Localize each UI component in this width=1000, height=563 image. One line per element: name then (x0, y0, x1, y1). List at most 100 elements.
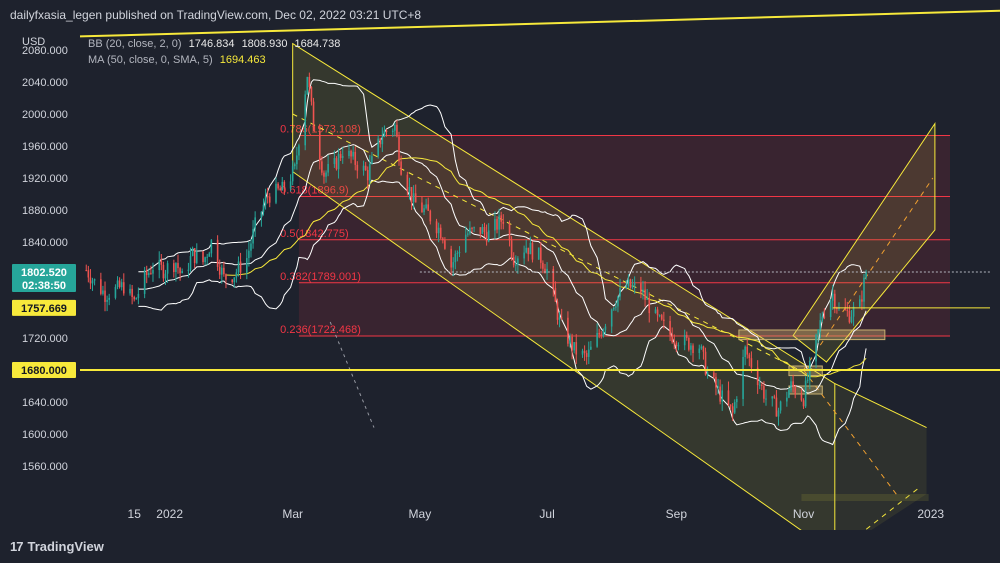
candle-body (573, 342, 575, 351)
candle-body (377, 138, 379, 157)
candle-body (341, 155, 344, 158)
candle-body (202, 251, 204, 263)
tradingview-brand: TradingView (27, 538, 104, 554)
candle-body (713, 372, 715, 377)
candle-body (777, 410, 780, 417)
candle-body (483, 227, 486, 233)
candle-body (150, 272, 152, 274)
candle-body (756, 367, 759, 386)
candle-body (715, 376, 717, 388)
candle-body (369, 163, 371, 181)
candle-body (352, 151, 354, 157)
channel-extension-top (834, 383, 927, 429)
candle-body (356, 164, 359, 171)
candle-body (406, 174, 409, 192)
candle-body (239, 261, 242, 273)
fib-label: 0.236(1722.468) (280, 324, 361, 336)
candle-body (177, 263, 179, 269)
candle-body (717, 386, 719, 388)
legend-bb-lower: 1684.738 (294, 38, 341, 50)
candle-body (298, 145, 300, 156)
footer-bar (0, 530, 1000, 563)
candle-body (748, 354, 751, 359)
candle-body (771, 396, 774, 399)
candle-body (179, 268, 181, 274)
level-1757-badge: 1757.669 (12, 299, 76, 316)
fib-label: 0.786(1973.108) (280, 124, 361, 136)
candle-body (746, 346, 749, 355)
candle-body (610, 309, 613, 327)
candle-body (656, 309, 659, 316)
y-tick-label: 1920.000 (22, 173, 68, 185)
candle-body (133, 296, 136, 300)
candle-body (604, 326, 607, 330)
legend-ma[interactable]: MA (50, close, 0, SMA, 5) 1694.463 (88, 52, 340, 68)
candle-body (569, 336, 571, 344)
candle-body (788, 390, 790, 398)
candle-body (350, 150, 352, 157)
candle-body (427, 204, 430, 211)
candle-body (148, 272, 150, 276)
candle-body (464, 234, 467, 253)
candle-body (218, 266, 221, 275)
candle-body (736, 398, 738, 403)
levels-layer (79, 9, 1000, 371)
candle-body (337, 154, 340, 170)
candle-body (166, 263, 169, 274)
candle-body (677, 345, 680, 347)
candle-body (479, 227, 482, 234)
candle-body (145, 269, 148, 276)
candle-body (216, 239, 219, 267)
candle-body (116, 280, 119, 287)
candle-body (744, 346, 746, 357)
legend-ma-label: MA (50, close, 0, SMA, 5) (88, 54, 213, 66)
tradingview-mark-icon: 17 (10, 538, 24, 554)
candle-body (508, 223, 511, 241)
candle-body (527, 247, 530, 255)
last-price-badge-text: 02:38:50 (22, 280, 66, 292)
channel-midline (834, 488, 919, 555)
candle-body (742, 356, 744, 399)
y-tick-label: 1640.000 (22, 397, 68, 409)
candle-body (456, 252, 459, 254)
candle-body (450, 248, 452, 268)
x-tick-label: Nov (793, 507, 814, 521)
candle-body (575, 342, 578, 355)
candle-body (396, 124, 398, 137)
candle-body (379, 138, 382, 145)
x-tick-label: May (409, 507, 432, 521)
candle-body (414, 193, 417, 203)
candle-body (208, 253, 211, 257)
candle-body (162, 264, 165, 279)
candle-body (498, 215, 500, 230)
candle-body (279, 188, 281, 191)
candle-body (408, 186, 411, 192)
candle-body (354, 151, 357, 165)
candle-body (542, 262, 544, 269)
candle-body (612, 307, 615, 310)
candle-body (512, 257, 515, 266)
candle-body (439, 227, 442, 239)
candle-body (537, 247, 540, 260)
candle-body (633, 283, 636, 286)
tradingview-logo[interactable]: 17 TradingView (10, 537, 104, 555)
candle-body (291, 166, 294, 182)
candle-body (540, 247, 542, 263)
candle-body (394, 124, 396, 131)
candle-body (571, 336, 573, 351)
candle-body (581, 350, 584, 355)
candle-body (268, 196, 271, 203)
candle-body (523, 252, 525, 259)
candle-body (698, 348, 701, 354)
candle-body (779, 401, 782, 411)
candle-body (829, 300, 832, 318)
legend-bb-basis: 1746.834 (188, 38, 235, 50)
candle-body (231, 279, 234, 283)
last-price-badge-text: 1802.520 (21, 267, 67, 279)
candle-body (195, 251, 198, 263)
candle-body (264, 196, 267, 205)
legend-bb[interactable]: BB (20, close, 2, 0) 1746.834 1808.930 1… (88, 36, 340, 52)
candle-body (587, 349, 590, 357)
candle-body (719, 386, 721, 402)
